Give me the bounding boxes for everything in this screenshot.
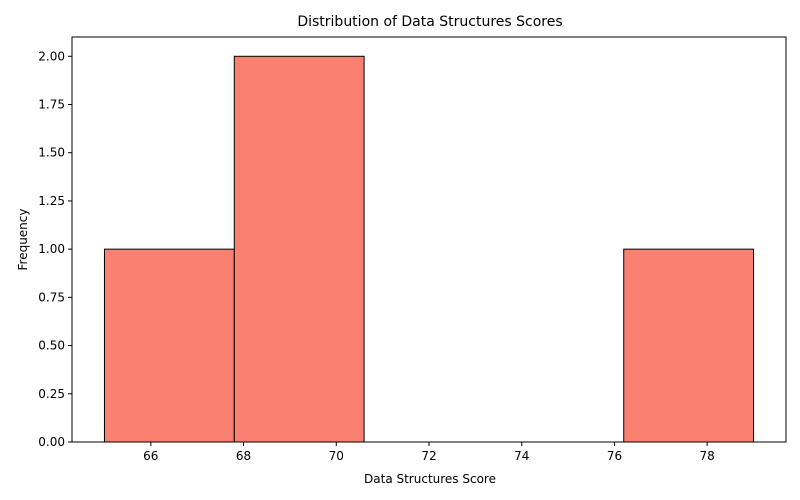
x-tick-label: 70 [329,449,344,463]
plot-area: 66 68 70 72 74 76 78 0.00 0.25 0.50 0.75 1.00 1.25 1.… [38,49,755,463]
y-tick-label: 1.25 [38,194,65,208]
histogram-bar [233,55,365,443]
y-tick-label: 0.75 [38,290,65,304]
y-tick-label: 1.00 [38,242,65,256]
axes-frame [71,36,787,443]
x-axis-label: Data Structures Score [364,472,496,486]
x-tick-label: 76 [607,449,622,463]
x-tick-label: 68 [236,449,251,463]
y-tick-label: 0.50 [38,339,65,353]
chart-title: Distribution of Data Structures Scores [297,14,562,30]
y-tick-label: 1.75 [38,98,65,112]
histogram-bar [103,248,235,443]
x-tick-label: 74 [514,449,529,463]
y-tick-label: 0.25 [38,387,65,401]
y-tick-label: 2.00 [38,49,65,63]
y-tick-label: 1.50 [38,146,65,160]
x-tick-label: 72 [421,449,436,463]
x-tick-label: 66 [143,449,158,463]
y-axis-label: Frequency [16,209,30,271]
y-tick-label: 0.00 [38,435,65,449]
histogram-bar [623,248,755,443]
x-tick-label: 78 [700,449,715,463]
